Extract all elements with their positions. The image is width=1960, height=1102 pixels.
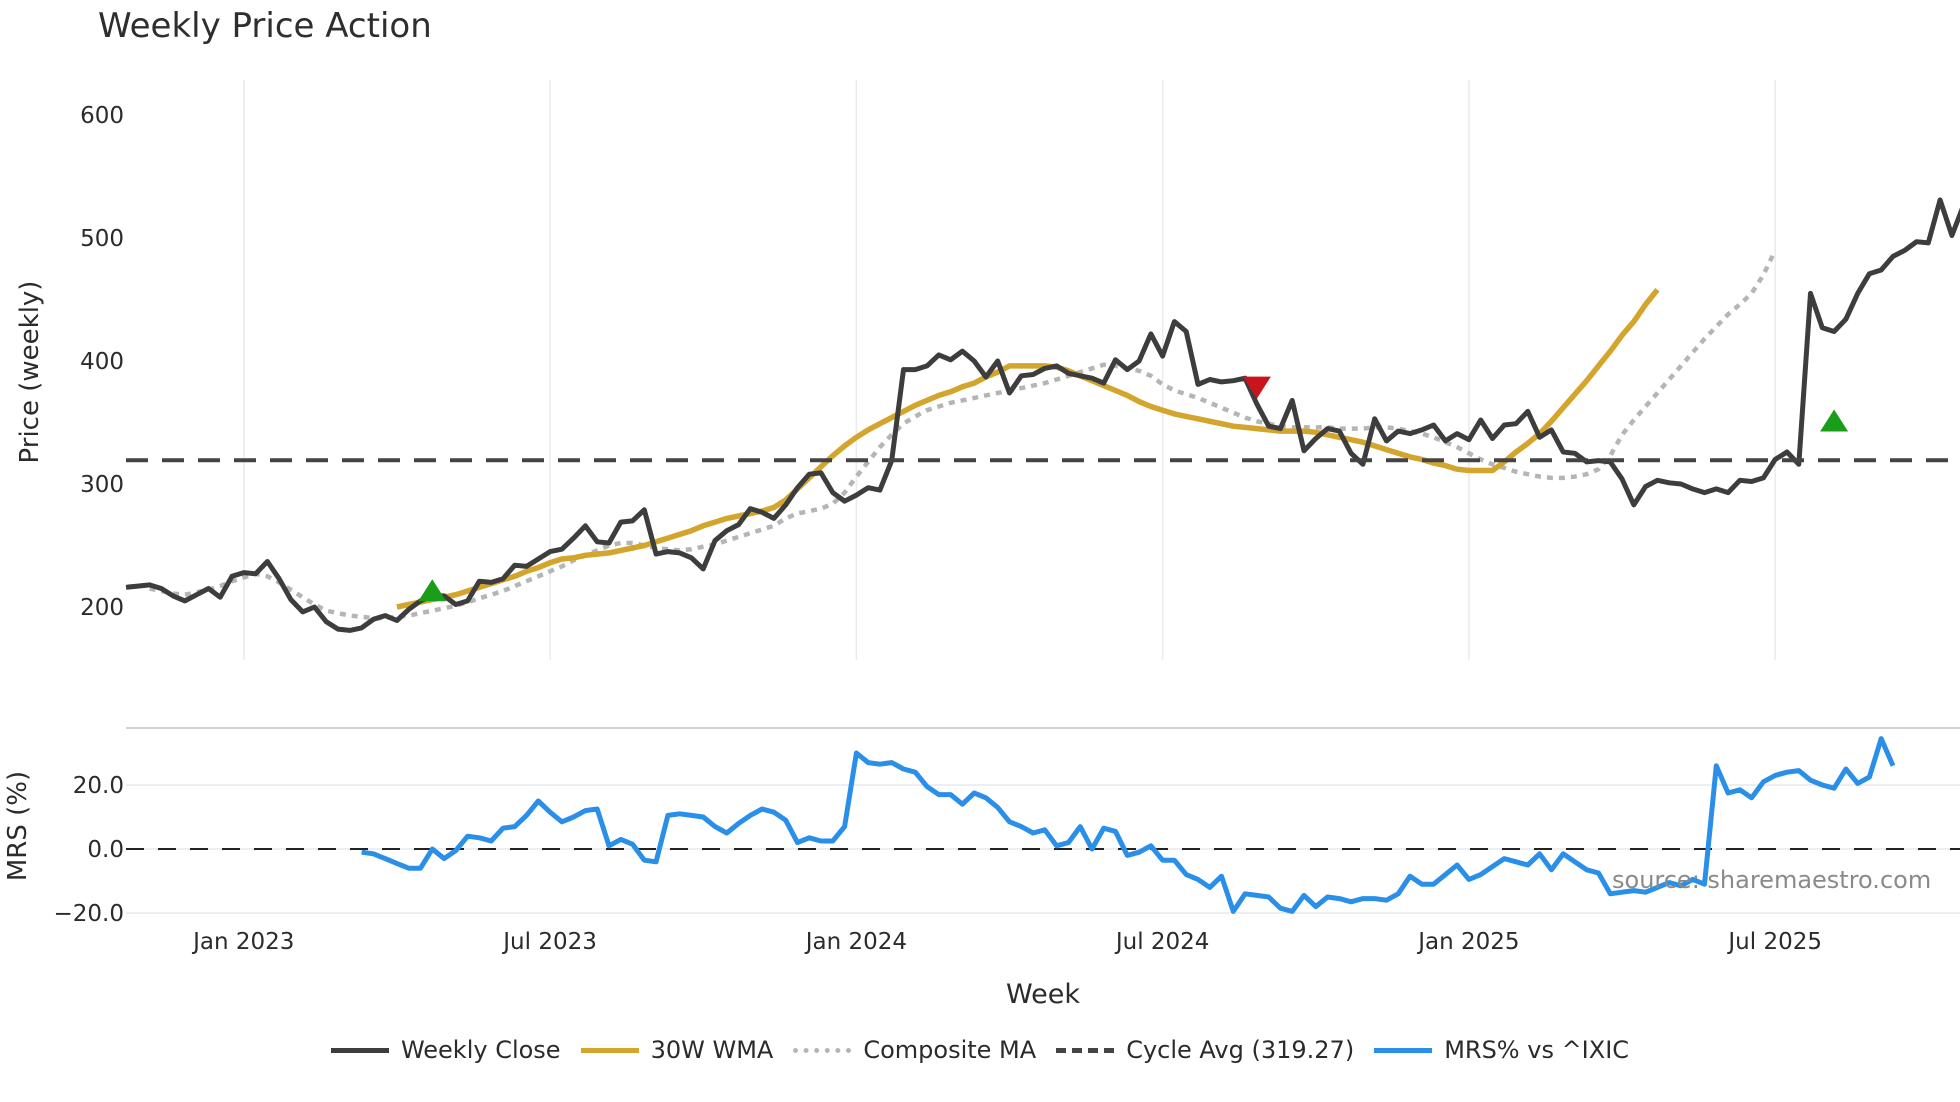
mrs-y-axis-ticks: −20.0 0.0 20.0	[54, 773, 124, 927]
composite-ma-line	[149, 249, 1778, 621]
weekly-close-line	[125, 197, 1960, 633]
x-tick-label: Jan 2025	[1416, 929, 1519, 955]
buy-signal-triangle-icon	[418, 579, 447, 602]
legend-label: Weekly Close	[400, 1036, 561, 1064]
mrs-y-axis-label: MRS (%)	[3, 771, 33, 881]
legend-item-cycle-avg[interactable]: Cycle Avg (319.27)	[1056, 1036, 1354, 1064]
chart-title: Weekly Price Action	[98, 6, 432, 46]
legend-item-mrs[interactable]: MRS% vs ^IXIC	[1374, 1036, 1629, 1064]
mrs-series	[361, 736, 1896, 914]
legend-item-composite[interactable]: Composite MA	[793, 1036, 1036, 1064]
price-y-axis-ticks: 200 300 400 500 600	[80, 103, 124, 621]
price-series	[125, 197, 1960, 633]
price-y-tick-label: 500	[80, 226, 124, 252]
price-y-tick-label: 400	[80, 349, 124, 375]
x-tick-label: Jul 2024	[1114, 929, 1210, 955]
mrs-line	[361, 736, 1896, 914]
mrs-y-tick-label: 0.0	[87, 837, 124, 863]
price-y-tick-label: 200	[80, 595, 124, 621]
legend-label: Cycle Avg (319.27)	[1126, 1036, 1355, 1064]
source-attribution: source: sharemaestro.com	[1612, 866, 1932, 894]
legend: Weekly Close 30W WMA Composite MA Cycle Avg…	[0, 1036, 1960, 1064]
legend-swatch-solid-line-icon	[330, 1047, 389, 1053]
sell-signal-triangle-icon	[1242, 376, 1271, 399]
x-axis-label: Week	[1006, 979, 1080, 1010]
price-y-tick-label: 600	[80, 103, 124, 129]
price-y-axis-label: Price (weekly)	[15, 281, 45, 464]
x-tick-label: Jul 2025	[1726, 929, 1822, 955]
wma-line	[396, 287, 1660, 610]
x-tick-label: Jan 2024	[804, 929, 907, 955]
legend-swatch-dotted-line-icon	[793, 1047, 852, 1053]
legend-item-wma[interactable]: 30W WMA	[580, 1036, 774, 1064]
legend-swatch-solid-line-icon	[1374, 1047, 1433, 1053]
mrs-y-tick-label: 20.0	[73, 773, 124, 799]
legend-swatch-solid-line-icon	[580, 1047, 639, 1053]
legend-label: Composite MA	[863, 1036, 1037, 1064]
price-y-tick-label: 300	[80, 472, 124, 498]
price-grid	[243, 80, 1776, 660]
buy-signal-triangle-icon	[1820, 409, 1849, 432]
x-axis-ticks: Jan 2023 Jul 2023 Jan 2024 Jul 2024 Jan 2025…	[191, 929, 1822, 955]
x-tick-label: Jan 2023	[191, 929, 294, 955]
mrs-y-tick-label: −20.0	[54, 901, 124, 927]
x-tick-label: Jul 2023	[501, 929, 597, 955]
legend-swatch-dashed-line-icon	[1056, 1047, 1115, 1053]
legend-item-weekly-close[interactable]: Weekly Close	[330, 1036, 561, 1064]
signal-markers	[418, 376, 1849, 602]
legend-label: MRS% vs ^IXIC	[1444, 1036, 1630, 1064]
legend-label: 30W WMA	[650, 1036, 774, 1064]
